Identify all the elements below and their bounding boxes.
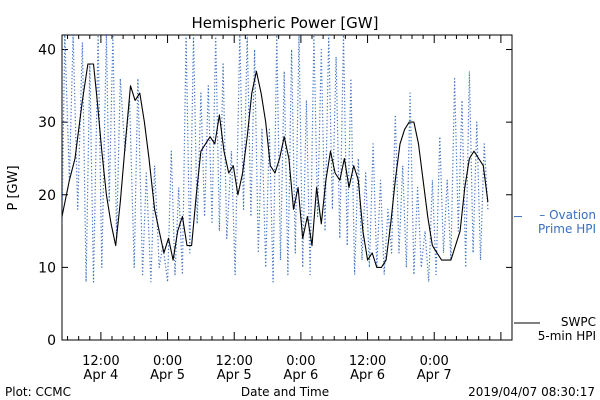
x-tick-date-label: Apr 5: [217, 368, 252, 383]
x-tick-time-label: 0:00: [420, 354, 449, 369]
x-tick-time-label: 0:00: [286, 354, 315, 369]
x-tick-time-label: 12:00: [349, 354, 386, 369]
series-layer: [62, 35, 489, 283]
x-tick-time-label: 12:00: [215, 354, 252, 369]
x-tick-date-label: Apr 7: [417, 368, 452, 383]
legend-swpc-line1: SWPC: [561, 315, 596, 329]
plot-timestamp: 2019/04/07 08:30:17: [468, 385, 595, 399]
legend-swpc-line2: 5-min HPI: [538, 329, 596, 343]
y-axis-ticks: 0 10 20 30 40: [38, 43, 512, 349]
x-tick-time-label: 12:00: [82, 354, 119, 369]
swpc-hpi-line: [62, 63, 489, 268]
y-tick-label: 40: [38, 43, 56, 59]
y-tick-label: 20: [38, 188, 56, 204]
y-tick-label: 0: [47, 333, 56, 349]
plot-frame: [61, 34, 513, 341]
x-tick-date-label: Apr 6: [283, 368, 318, 383]
x-axis-label: Date and Time: [241, 385, 329, 399]
y-tick-label: 30: [38, 115, 56, 131]
y-tick-label: 10: [38, 260, 56, 276]
x-tick-time-label: 0:00: [153, 354, 182, 369]
ovation-prime-hpi-line: [62, 35, 489, 283]
y-axis-label: P [GW]: [6, 165, 21, 210]
legend-ovation-line2: Prime HPI: [538, 222, 596, 236]
x-tick-date-label: Apr 6: [350, 368, 385, 383]
x-tick-date-label: Apr 4: [83, 368, 118, 383]
legend-ovation-line1: – Ovation: [539, 208, 596, 222]
chart-title: Hemispheric Power [GW]: [192, 14, 379, 32]
x-tick-date-label: Apr 5: [150, 368, 185, 383]
plot-credit: Plot: CCMC: [5, 385, 71, 399]
